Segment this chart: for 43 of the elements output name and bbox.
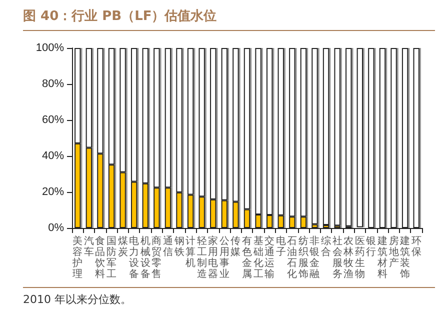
bar: [312, 48, 318, 224]
x-tick-label: 通信: [162, 235, 173, 258]
x-tick-label: 石油石化: [287, 236, 298, 280]
x-tick-label: 有色金属: [242, 235, 252, 280]
x-tick-label: 农林牧渔: [342, 236, 354, 280]
x-tick-label: 家用电器: [208, 235, 218, 280]
x-tick-label: 煤炭: [118, 235, 128, 258]
x-tick-label: 公用事业: [219, 235, 230, 280]
x-tick-label: 轻工制造: [196, 235, 207, 280]
x-tick-label: 社会服务: [332, 235, 342, 280]
x-tick-label: 电子: [276, 235, 286, 258]
bar: [322, 48, 330, 225]
x-tick-label: 建筑装饰: [399, 235, 410, 280]
x-tick-label: 国防军工: [106, 236, 117, 280]
x-tick-label: 纺织服饰: [297, 235, 308, 280]
y-tick-label: 100%: [36, 42, 64, 54]
x-tick-label: 医药生物: [354, 236, 365, 280]
x-tick-label: 机械设备: [140, 235, 150, 280]
text: 2010 年以来分位数。: [23, 287, 435, 307]
x-tick-label: 汽车: [84, 235, 94, 258]
chart-title: 图 40：行业 PB（LF）估值水位: [23, 6, 435, 31]
bar: [346, 48, 352, 226]
x-tick-label: 非银金融: [308, 235, 320, 280]
bar: [334, 48, 340, 226]
y-tick-label: 60%: [42, 114, 64, 126]
x-tick-label: 商贸零售: [152, 235, 162, 280]
x-tick-label: 电力设备: [129, 235, 140, 280]
x-tick-label: 传媒: [230, 236, 241, 258]
x-tick-label: 基础化工: [252, 235, 264, 280]
x-tick-label: 房地产: [388, 235, 399, 269]
x-tick-label: 银行: [365, 236, 376, 258]
x-tick-label: 食品饮料: [94, 235, 106, 280]
y-tick-label: 0%: [48, 222, 64, 234]
x-tick-label: 美容护理: [72, 235, 83, 280]
x-tick-label: 钢铁: [173, 236, 184, 258]
y-tick-label: 80%: [42, 78, 64, 90]
x-tick-label: 交通运输: [264, 235, 275, 280]
x-tick-label: 计算机: [186, 235, 196, 269]
y-tick-label: 40%: [42, 150, 64, 162]
x-tick-label: 环保: [411, 236, 422, 258]
x-tick-label: 建筑材料: [376, 235, 388, 280]
x-tick-label: 综合: [321, 235, 332, 258]
y-tick-label: 20%: [42, 186, 64, 198]
